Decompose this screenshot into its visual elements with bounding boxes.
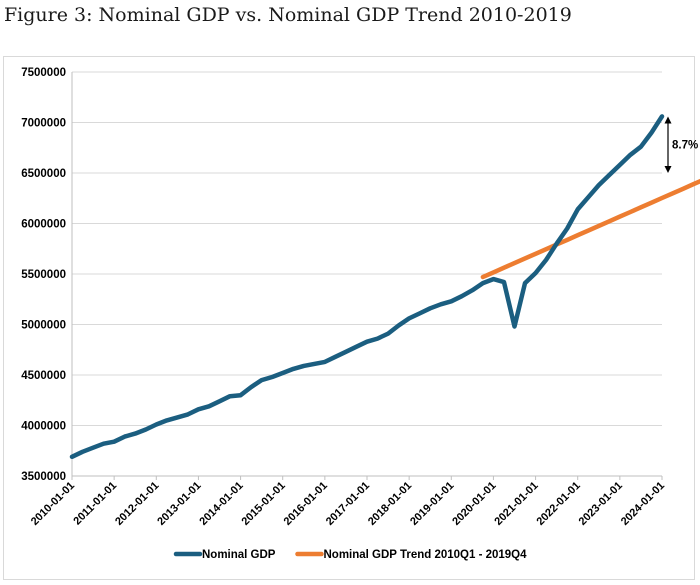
x-tick-label: 2015-01-01	[240, 480, 288, 528]
x-tick-label: 2014-01-01	[197, 480, 245, 528]
figure-title: Figure 3: Nominal GDP vs. Nominal GDP Tr…	[4, 4, 572, 26]
legend-label: Nominal GDP Trend 2010Q1 - 2019Q4	[323, 549, 527, 561]
gdp-trend-line	[480, 178, 700, 280]
x-tick-label: 2020-01-01	[450, 480, 498, 528]
annotation-label: 8.7%	[672, 140, 698, 152]
x-tick-labels: 2010-01-012011-01-012012-01-012013-01-01…	[29, 480, 667, 528]
y-tick-label: 6000000	[21, 219, 66, 231]
x-tick-label: 2011-01-01	[71, 480, 119, 528]
x-tick-label: 2013-01-01	[155, 480, 203, 528]
y-tick-label: 3500000	[21, 471, 66, 483]
axes	[71, 72, 663, 480]
x-tick-label: 2012-01-01	[113, 480, 161, 528]
annotation-arrowhead	[664, 166, 672, 173]
legend: Nominal GDP Nominal GDP Trend 2010Q1 - 20…	[173, 549, 527, 561]
y-tick-label: 4000000	[21, 421, 66, 433]
y-tick-label: 6500000	[21, 168, 66, 180]
x-tick-label: 2024-01-01	[619, 480, 667, 528]
nominal-gdp-line	[69, 114, 665, 460]
series-lines	[69, 114, 700, 460]
y-tick-label: 4500000	[21, 370, 66, 382]
x-tick-label: 2018-01-01	[366, 480, 414, 528]
y-tick-labels: 3500000 4000000 4500000 5000000 5500000 60000…	[21, 67, 66, 483]
y-tick-label: 7000000	[21, 118, 66, 130]
x-tick-label: 2022-01-01	[535, 480, 583, 528]
x-tick-label: 2023-01-01	[577, 480, 625, 528]
annotation: 8.7%	[664, 116, 698, 173]
y-tick-label: 7500000	[21, 67, 66, 79]
chart-frame	[3, 56, 695, 580]
x-tick-label: 2021-01-01	[492, 480, 540, 528]
x-tick-label: 2017-01-01	[324, 480, 372, 528]
gridlines	[72, 71, 662, 477]
y-tick-label: 5500000	[21, 269, 66, 281]
x-tick-label: 2016-01-01	[282, 480, 330, 528]
x-tick-label: 2019-01-01	[408, 480, 456, 528]
legend-label: Nominal GDP	[202, 549, 276, 561]
y-tick-label: 5000000	[21, 320, 66, 332]
annotation-arrowhead	[664, 116, 672, 124]
x-tick-label: 2010-01-01	[29, 480, 77, 528]
